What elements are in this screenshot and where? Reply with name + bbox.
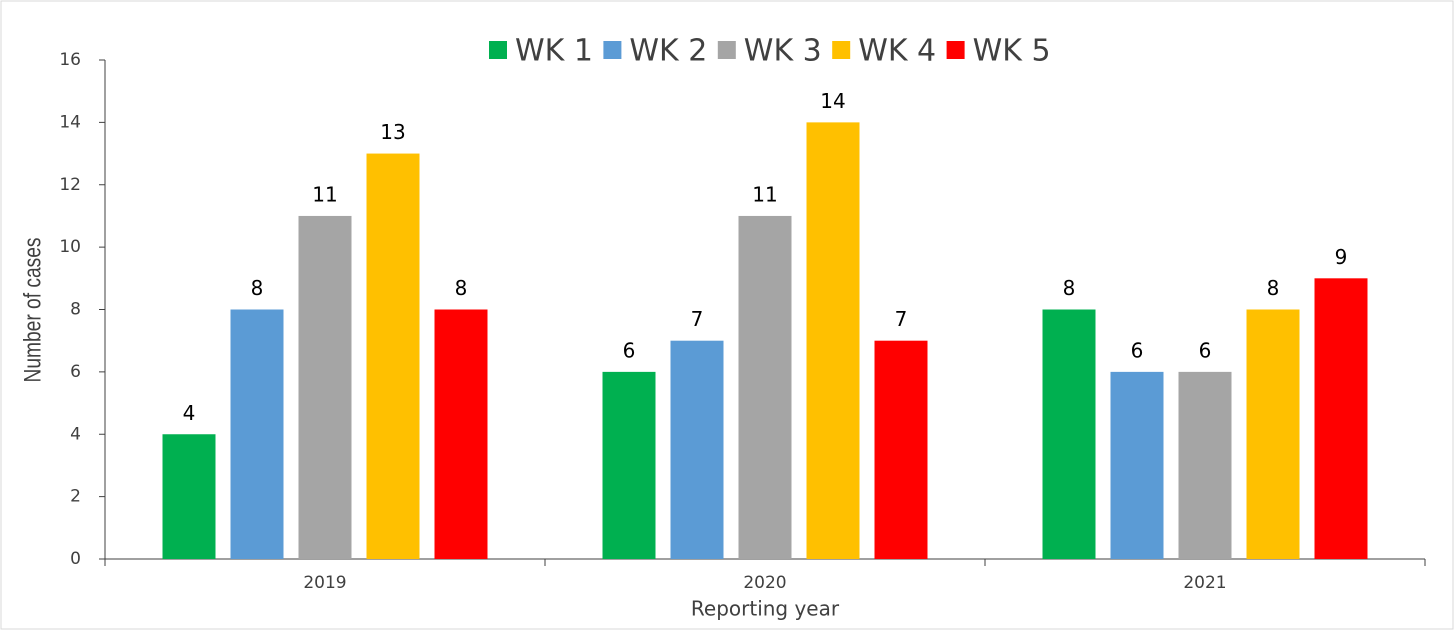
legend-label: WK 1	[515, 34, 593, 69]
bar	[806, 122, 860, 559]
x-tick-label: 2020	[743, 573, 786, 593]
y-tick-label: 16	[59, 50, 81, 70]
data-label: 14	[820, 89, 845, 113]
bar	[1042, 309, 1096, 559]
legend-swatch	[489, 41, 507, 59]
data-label: 11	[752, 182, 777, 206]
bar	[1314, 278, 1368, 559]
bar	[298, 215, 352, 559]
bar	[434, 309, 488, 559]
data-label: 8	[251, 276, 264, 300]
data-label: 6	[1199, 338, 1212, 362]
y-tick-label: 0	[70, 549, 81, 569]
y-tick-label: 4	[70, 424, 81, 444]
legend-label: WK 2	[629, 34, 707, 69]
data-label: 13	[380, 120, 405, 144]
y-tick-label: 2	[70, 487, 81, 507]
data-label: 8	[1267, 276, 1280, 300]
y-tick-label: 8	[70, 300, 81, 320]
legend-swatch	[717, 41, 736, 59]
bar	[162, 434, 216, 559]
data-label: 4	[183, 401, 196, 425]
bar	[1110, 371, 1164, 559]
data-label: 6	[1131, 338, 1144, 362]
data-label: 8	[455, 276, 468, 300]
data-label: 7	[895, 307, 908, 331]
bar	[738, 215, 792, 559]
data-label: 8	[1063, 276, 1076, 300]
bar	[230, 309, 284, 559]
legend-label: WK 3	[744, 34, 822, 69]
legend-swatch	[603, 41, 622, 59]
bar	[1246, 309, 1300, 559]
x-axis-label: Reporting year	[691, 597, 840, 621]
data-label: 7	[691, 307, 704, 331]
data-label: 11	[312, 182, 337, 206]
x-tick-label: 2021	[1183, 573, 1226, 593]
y-tick-label: 10	[59, 237, 81, 257]
bar	[602, 371, 656, 559]
x-tick-label: 2019	[303, 573, 346, 593]
legend-label: WK 5	[973, 34, 1051, 69]
bar	[1178, 371, 1232, 559]
bar	[874, 340, 928, 559]
y-axis-label: Number of cases	[18, 237, 46, 382]
data-label: 6	[623, 338, 636, 362]
data-label: 9	[1335, 245, 1348, 269]
y-tick-label: 14	[59, 112, 81, 132]
legend-swatch	[832, 41, 851, 59]
legend-swatch	[946, 41, 965, 59]
y-tick-label: 6	[70, 362, 81, 382]
legend-label: WK 4	[858, 34, 936, 69]
bar	[366, 153, 420, 559]
bar	[670, 340, 724, 559]
y-tick-label: 12	[59, 175, 81, 195]
